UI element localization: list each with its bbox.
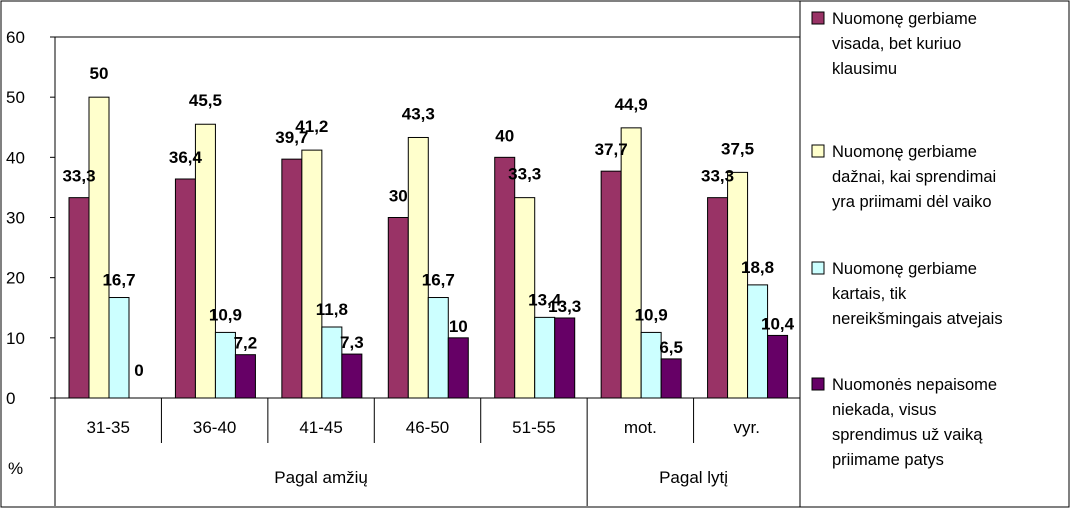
legend-label: niekada, visus: [832, 401, 937, 419]
group-label: Pagal amžių: [274, 468, 368, 487]
bar: [88, 96, 110, 399]
legend-label: kartais, tik: [832, 285, 907, 303]
group-label: Pagal lytį: [659, 468, 728, 487]
data-label: 33,3: [701, 167, 734, 186]
data-label: 36,4: [169, 148, 203, 167]
data-label: 10,4: [761, 314, 795, 333]
bar: [427, 297, 449, 399]
bars: [68, 96, 789, 399]
y-tick-label: 20: [6, 269, 25, 288]
legend-label: Nuomonės nepaisome: [832, 376, 997, 394]
bar: [341, 353, 363, 399]
category-label: 31-35: [86, 418, 129, 437]
y-tick-label: 40: [6, 148, 25, 167]
bar: [494, 156, 516, 399]
data-label: 10,9: [209, 305, 242, 324]
legend: Nuomonę gerbiame visada, bet kuriuo klausi…: [799, 1, 1003, 507]
legend-label: nereikšmingais atvejais: [832, 310, 1003, 328]
bar: [600, 170, 622, 399]
bar: [234, 354, 256, 399]
bar: [301, 149, 323, 399]
category-label: 36-40: [193, 418, 236, 437]
category-label: 41-45: [299, 418, 342, 437]
data-label: 43,3: [402, 104, 435, 123]
data-label: 41,2: [295, 117, 328, 136]
data-label: 30: [389, 187, 408, 206]
legend-label: yra priimami dėl vaiko: [832, 193, 992, 211]
data-label: 7,3: [340, 333, 364, 352]
legend-swatch: [811, 377, 825, 391]
y-tick-label: 10: [6, 329, 25, 348]
y-unit-label: %: [8, 459, 23, 478]
data-label: 37,7: [595, 140, 628, 159]
bar: [214, 331, 236, 399]
data-label: 6,5: [659, 338, 683, 357]
data-label: 44,9: [615, 95, 648, 114]
bar: [281, 158, 303, 399]
bar: [407, 136, 429, 399]
bar: [68, 197, 90, 399]
bar: [387, 217, 409, 399]
bar: [108, 297, 130, 399]
legend-label: Nuomonę gerbiame: [832, 143, 977, 161]
legend-swatch: [811, 144, 825, 158]
legend-label: dažnai, kai sprendimai: [832, 168, 996, 186]
legend-label: visada, bet kuriuo: [832, 35, 961, 53]
legend-label: Nuomonę gerbiame: [832, 10, 977, 28]
data-labels: 33,3 36,4 39,7 30 40 37,7 33,3 50 45,5 41,2 43,3 33…: [62, 64, 794, 380]
data-label: 50: [90, 64, 109, 83]
y-tick-label: 60: [6, 28, 25, 47]
data-label: 33,3: [508, 165, 541, 184]
bar: [620, 127, 642, 399]
data-label: 11,8: [316, 300, 348, 319]
bar: [447, 337, 469, 399]
bar: [554, 317, 576, 399]
bar: [747, 284, 769, 399]
bar: [640, 331, 662, 399]
bar: [727, 171, 749, 399]
data-label: 39,7: [275, 128, 308, 147]
data-label: 0: [134, 361, 143, 380]
data-label: 13,3: [548, 297, 581, 316]
data-label: 16,7: [422, 271, 455, 290]
data-label: 45,5: [189, 91, 222, 110]
bar: [534, 316, 556, 399]
category-axis: % 31-35 36-40 41-45 46-50 51-55 mot. vyr. Pagal …: [8, 397, 801, 506]
data-label: 33,3: [62, 167, 95, 186]
category-label: 51-55: [512, 418, 555, 437]
data-label: 18,8: [741, 258, 774, 277]
category-label: vyr.: [734, 418, 760, 437]
legend-label: klausimu: [832, 60, 897, 78]
bar: [174, 178, 196, 399]
legend-label: sprendimus už vaiką: [832, 426, 983, 444]
bar: [767, 334, 789, 399]
legend-label: Nuomonę gerbiame: [832, 260, 977, 278]
legend-swatch: [811, 261, 825, 275]
data-label: 7,2: [234, 334, 258, 353]
data-label: 13,4: [528, 290, 562, 309]
bar: [321, 326, 343, 399]
data-label: 16,7: [102, 271, 135, 290]
data-label: 40: [495, 126, 514, 145]
data-label: 10: [449, 317, 468, 336]
data-label: 10,9: [635, 305, 668, 324]
category-label: mot.: [624, 418, 657, 437]
y-tick-label: 0: [6, 389, 15, 408]
data-label: 37,5: [721, 139, 754, 158]
bar: [660, 358, 682, 399]
y-tick-label: 50: [6, 88, 25, 107]
bar: [707, 197, 729, 399]
y-tick-label: 30: [6, 209, 25, 228]
category-label: 46-50: [406, 418, 449, 437]
legend-label: priimame patys: [832, 451, 944, 469]
value-axis: 0 10 20 30 40 50 60: [6, 28, 56, 408]
legend-swatch: [811, 11, 825, 25]
